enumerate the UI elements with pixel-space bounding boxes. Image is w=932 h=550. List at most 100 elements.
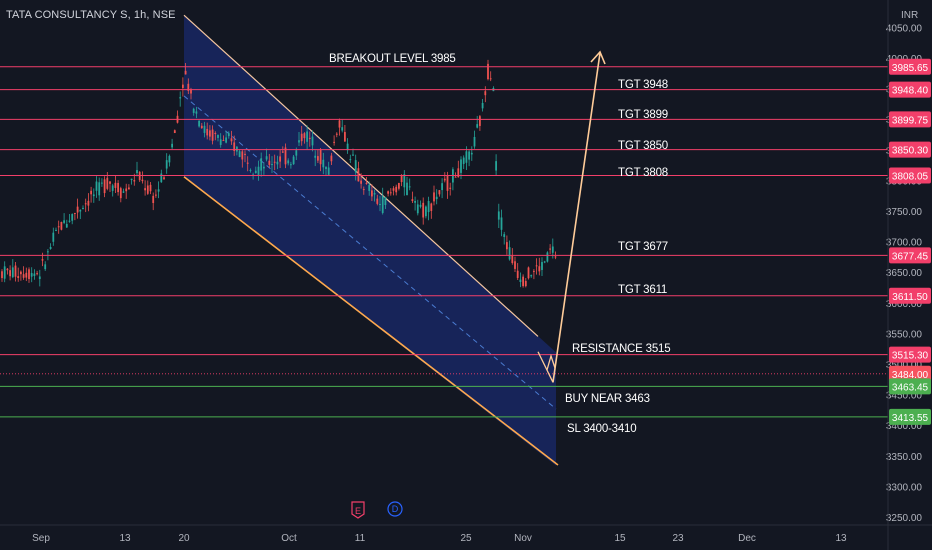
y-tick-label: 3250.00: [886, 513, 923, 524]
candle-body: [71, 214, 74, 221]
candle-body: [192, 108, 195, 113]
candle-body: [462, 157, 465, 164]
y-tick-label: 3700.00: [886, 238, 923, 249]
candle-body: [422, 202, 425, 218]
candle-body: [344, 132, 346, 142]
candle-body: [211, 129, 214, 141]
dividend-icon[interactable]: D: [387, 501, 403, 517]
candle-body: [22, 274, 25, 278]
annotation-buy-near-3463: BUY NEAR 3463: [565, 393, 650, 405]
candle-body: [389, 192, 392, 194]
candle-body: [3, 266, 6, 279]
price-badge-3808-05: [889, 167, 931, 184]
price-badge-label: 3413.55: [892, 413, 929, 424]
candle-body: [419, 204, 422, 207]
price-badge-3463-45: [889, 378, 931, 395]
candle-body: [476, 124, 479, 128]
candle-body: [460, 159, 462, 173]
x-tick-label: 20: [178, 533, 190, 544]
candle-body: [465, 151, 468, 163]
candle-body: [427, 201, 430, 213]
candle-body: [1, 271, 3, 279]
dividend-icon-shape: [387, 501, 403, 517]
price-badge-3484-00: [889, 365, 931, 382]
candle-body: [265, 156, 268, 160]
candle-body: [430, 203, 433, 211]
candle-body: [155, 194, 157, 196]
candle-body: [425, 206, 427, 217]
candle-body: [322, 159, 325, 168]
candle-body: [122, 191, 125, 193]
candle-body: [74, 212, 76, 214]
candle-body: [38, 276, 41, 280]
candle-body: [303, 133, 306, 139]
candle-body: [524, 280, 527, 287]
candle-body: [17, 276, 20, 279]
price-badge-3985-65: [889, 58, 931, 75]
price-badge-label: 3677.45: [892, 251, 929, 262]
candle-body: [508, 247, 511, 260]
candle-body: [63, 220, 65, 223]
candle-body: [257, 166, 260, 175]
resistance-arrow-head: [546, 353, 556, 371]
candle-body: [203, 125, 206, 133]
candle-body: [468, 151, 470, 160]
candle-body: [284, 147, 287, 165]
candle-body: [165, 160, 168, 169]
candle-body: [119, 188, 122, 199]
candle-body: [76, 206, 79, 213]
chart-title: TATA CONSULTANCY S, 1h, NSE: [6, 9, 176, 21]
price-badge-3850-30: [889, 141, 931, 158]
candle-body: [101, 182, 103, 184]
candle-body: [111, 185, 114, 191]
candle-body: [227, 133, 230, 137]
candle-body: [511, 255, 514, 264]
candle-body: [47, 251, 49, 253]
earnings-icon[interactable]: E: [351, 501, 365, 519]
candle-body: [438, 190, 441, 195]
x-tick-label: 11: [355, 533, 366, 544]
candle-body: [481, 102, 484, 109]
candle-body: [457, 168, 460, 178]
candle-body: [141, 179, 144, 182]
candle-body: [371, 190, 373, 197]
candle-body: [349, 159, 352, 161]
candle-body: [195, 111, 198, 114]
candle-body: [206, 128, 209, 136]
y-tick-label: 3450.00: [886, 391, 923, 402]
candle-body: [497, 211, 500, 220]
candle-body: [441, 183, 443, 191]
y-tick-label: 3300.00: [886, 482, 923, 493]
candle-body: [65, 223, 68, 228]
candle-body: [260, 158, 263, 171]
candle-body: [133, 180, 136, 182]
candle-body: [149, 184, 152, 192]
candle-body: [314, 155, 317, 158]
price-badge-label: 3948.40: [892, 86, 929, 97]
candle-body: [360, 180, 362, 184]
price-badge-label: 3850.30: [892, 146, 929, 157]
candle-body: [400, 175, 403, 183]
candle-body: [241, 151, 244, 160]
candle-body: [276, 161, 279, 165]
candle-body: [57, 226, 60, 228]
candle-body: [319, 149, 322, 165]
candle-body: [187, 83, 190, 91]
price-badge-label: 3611.50: [892, 292, 928, 303]
candle-body: [535, 265, 538, 267]
annotation-breakout-level-3985: BREAKOUT LEVEL 3985: [329, 53, 456, 65]
candle-body: [157, 189, 160, 192]
price-badge-3677-45: [889, 247, 931, 264]
candle-body: [103, 179, 106, 194]
candle-body: [222, 140, 225, 142]
candle-body: [33, 273, 36, 276]
x-tick-label: 15: [614, 533, 626, 544]
candle-body: [533, 270, 535, 272]
candle-body: [136, 170, 138, 174]
price-badge-3413-55: [889, 408, 931, 425]
candle-body: [519, 279, 522, 282]
x-tick-label: 13: [835, 533, 847, 544]
candle-body: [184, 70, 187, 75]
candle-body: [311, 136, 314, 146]
